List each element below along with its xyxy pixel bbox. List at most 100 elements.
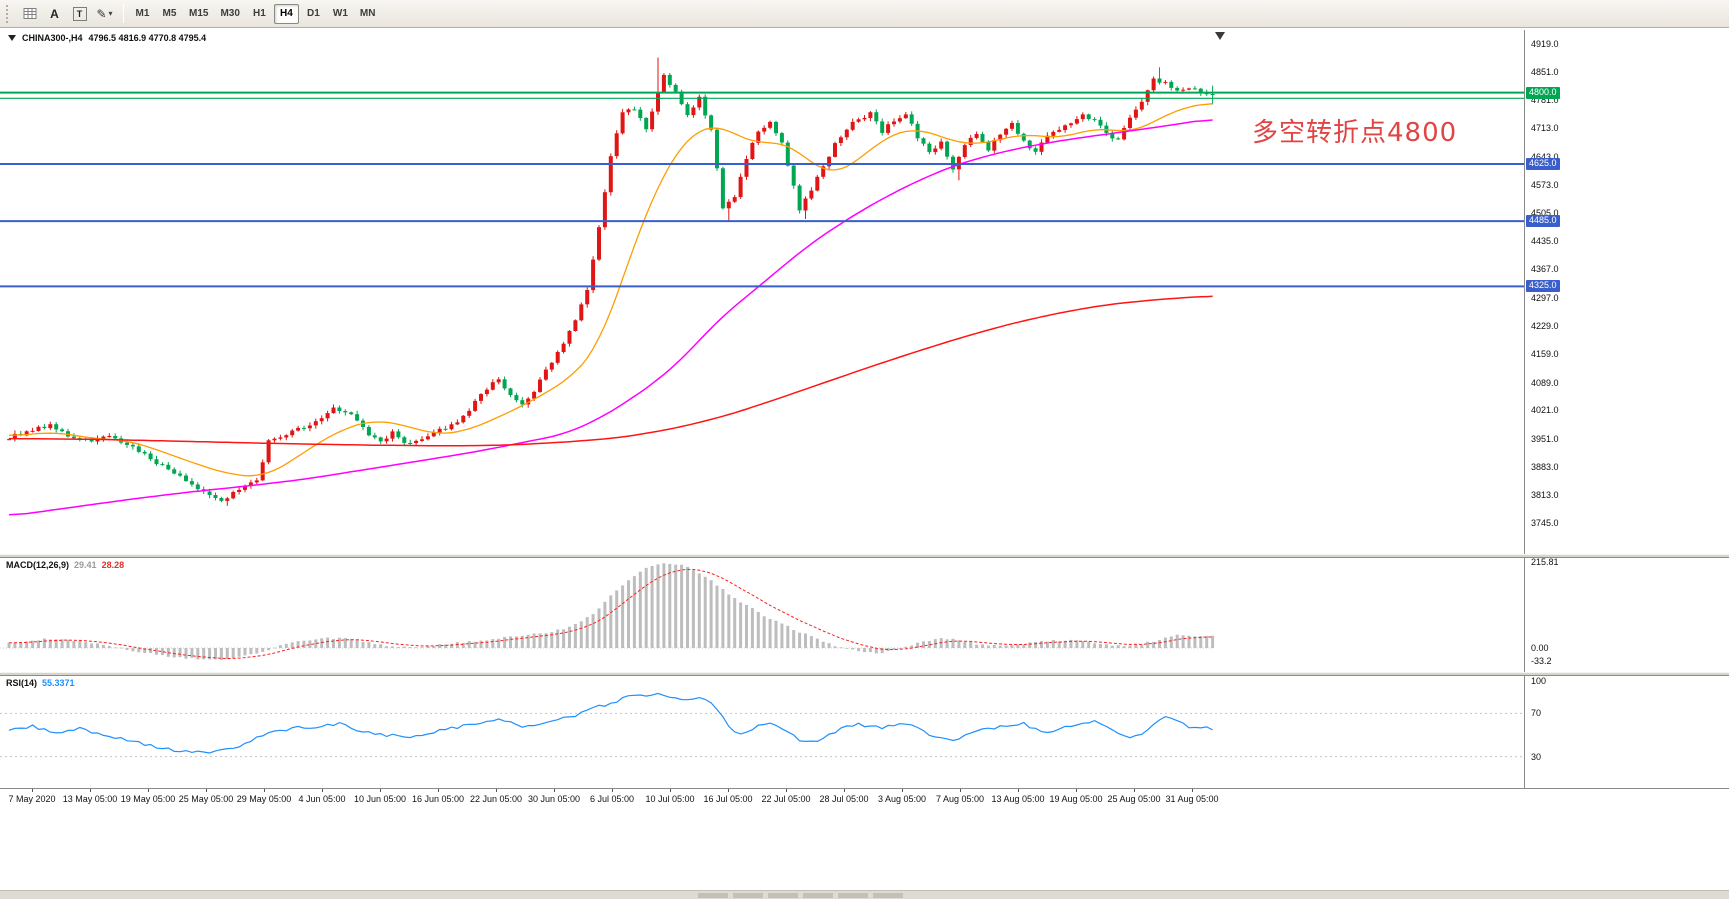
- price-tick: 4851.0: [1531, 66, 1559, 77]
- time-tick: [380, 789, 381, 792]
- macd-scale-label: 215.81: [1531, 556, 1559, 567]
- price-tick: 3951.0: [1531, 433, 1559, 444]
- price-tick: 4713.0: [1531, 123, 1559, 134]
- taskbar-strip: [0, 890, 1729, 899]
- time-axis[interactable]: 7 May 2020 13 May 05:00 19 May 05:00 25 May…: [0, 789, 1729, 811]
- time-label: 13 May 05:00: [62, 794, 118, 804]
- taskbar-button: [733, 893, 763, 898]
- symbol-dropdown-icon: [8, 35, 16, 41]
- time-label: 25 May 05:00: [178, 794, 234, 804]
- time-tick: [322, 789, 323, 792]
- timeframe-button-mn[interactable]: MN: [355, 4, 381, 24]
- price-line-badge[interactable]: 4625.0: [1526, 157, 1560, 170]
- panel-splitter-macd[interactable]: [0, 554, 1729, 558]
- timeframe-button-h4[interactable]: H4: [273, 3, 299, 24]
- time-tick: [554, 789, 555, 792]
- time-tick: [844, 789, 845, 792]
- price-tick: 4089.0: [1531, 377, 1559, 388]
- price-line-badge[interactable]: 4485.0: [1526, 215, 1560, 228]
- text-tool-button[interactable]: T: [68, 3, 91, 25]
- time-tick: [728, 789, 729, 792]
- time-tick: [786, 789, 787, 792]
- time-tick: [206, 789, 207, 792]
- chart-area: CHINA300-,H4 4796.5 4816.9 4770.8 4795.4…: [0, 30, 1729, 899]
- macd-label: MACD(12,26,9) 29.41 28.28: [6, 560, 129, 570]
- macd-canvas[interactable]: [0, 558, 1524, 672]
- time-tick: [148, 789, 149, 792]
- taskbar-button: [838, 893, 868, 898]
- price-tick: 4781.0: [1531, 95, 1559, 106]
- price-line-badge[interactable]: 4325.0: [1526, 280, 1560, 293]
- price-line-badge[interactable]: 4800.0: [1526, 86, 1560, 99]
- letter-t-icon: T: [72, 6, 87, 21]
- time-label: 19 Aug 05:00: [1049, 794, 1103, 804]
- time-tick: [438, 789, 439, 792]
- ma-line-fast: [8, 103, 1213, 477]
- moving-averages-layer: [8, 103, 1213, 516]
- rsi-scale-label: 70: [1531, 708, 1542, 719]
- time-label: 22 Jun 05:00: [469, 794, 523, 804]
- time-tick: [496, 789, 497, 792]
- timeframe-button-h1[interactable]: H1: [247, 4, 272, 24]
- taskbar-button: [768, 893, 798, 898]
- price-tick: 4367.0: [1531, 264, 1559, 275]
- chart-symbol-period: CHINA300-,H4: [22, 33, 83, 43]
- price-tick: 4919.0: [1531, 39, 1559, 49]
- price-chart-canvas[interactable]: [0, 30, 1524, 554]
- price-scale[interactable]: 4919.0 4851.0 4781.0 4713.0 4643.0 4573.0 4505…: [1526, 30, 1729, 789]
- ma-line-slow: [9, 295, 1213, 447]
- time-tick: [902, 789, 903, 792]
- timeframe-button-m1[interactable]: M1: [130, 4, 155, 24]
- time-label: 7 Aug 05:00: [935, 794, 985, 804]
- taskbar-button: [698, 893, 728, 898]
- time-label: 31 Aug 05:00: [1165, 794, 1219, 804]
- price-tick: 3813.0: [1531, 490, 1559, 501]
- macd-histogram: [7, 563, 1215, 661]
- label-tool-button[interactable]: A: [43, 3, 66, 25]
- timeframe-button-d1[interactable]: D1: [301, 4, 326, 24]
- macd-main-value: 29.41: [74, 560, 97, 570]
- rsi-line: [8, 692, 1213, 754]
- taskbar-button: [873, 893, 903, 898]
- toolbar-drag-handle[interactable]: [6, 4, 11, 23]
- letter-a-icon: A: [50, 6, 59, 21]
- draw-tool-button[interactable]: ✎ ▾: [93, 3, 116, 25]
- price-tick: 3883.0: [1531, 461, 1559, 472]
- time-tick: [1076, 789, 1077, 792]
- chart-ohlc-values: 4796.5 4816.9 4770.8 4795.4: [88, 33, 207, 43]
- timeframe-button-m5[interactable]: M5: [157, 4, 182, 24]
- rsi-label: RSI(14) 55.3371: [6, 678, 80, 688]
- horizontal-lines-layer: [0, 91, 1524, 288]
- price-tick: 4021.0: [1531, 405, 1559, 416]
- timeframe-button-m15[interactable]: M15: [184, 4, 213, 24]
- timeframe-button-m30[interactable]: M30: [215, 4, 244, 24]
- price-tick: 4505.0: [1531, 207, 1559, 218]
- price-tick: 4159.0: [1531, 349, 1559, 360]
- time-label: 28 Jul 05:00: [819, 794, 869, 804]
- chart-title: CHINA300-,H4 4796.5 4816.9 4770.8 4795.4: [8, 33, 206, 43]
- time-tick: [90, 789, 91, 792]
- toolbar: A T ✎ ▾ M1 M5 M15 M30 H1 H4 D1 W1 MN: [0, 0, 1729, 28]
- price-tick: 4643.0: [1531, 151, 1559, 162]
- rsi-canvas[interactable]: [0, 676, 1524, 788]
- timeframe-button-w1[interactable]: W1: [328, 4, 353, 24]
- time-tick: [612, 789, 613, 792]
- panel-splitter-rsi[interactable]: [0, 672, 1729, 676]
- rsi-value: 55.3371: [42, 678, 75, 688]
- time-label: 25 Aug 05:00: [1107, 794, 1161, 804]
- chart-shift-marker[interactable]: [1215, 32, 1225, 40]
- time-tick: [1134, 789, 1135, 792]
- price-tick: 4297.0: [1531, 292, 1559, 303]
- taskbar-button: [803, 893, 833, 898]
- macd-scale-label: 0.00: [1531, 643, 1549, 653]
- grid-tool-button[interactable]: [18, 3, 41, 25]
- chart-text-annotation[interactable]: 多空转折点4800: [1252, 118, 1458, 148]
- rsi-name: RSI(14): [6, 678, 38, 688]
- price-tick: 4229.0: [1531, 320, 1559, 331]
- time-axis-separator: [0, 788, 1729, 789]
- time-label: 3 Aug 05:00: [877, 794, 927, 804]
- rsi-scale-label: 30: [1531, 751, 1542, 762]
- time-tick: [264, 789, 265, 792]
- rsi-scale-label: 100: [1531, 676, 1547, 686]
- time-label: 16 Jul 05:00: [703, 794, 753, 804]
